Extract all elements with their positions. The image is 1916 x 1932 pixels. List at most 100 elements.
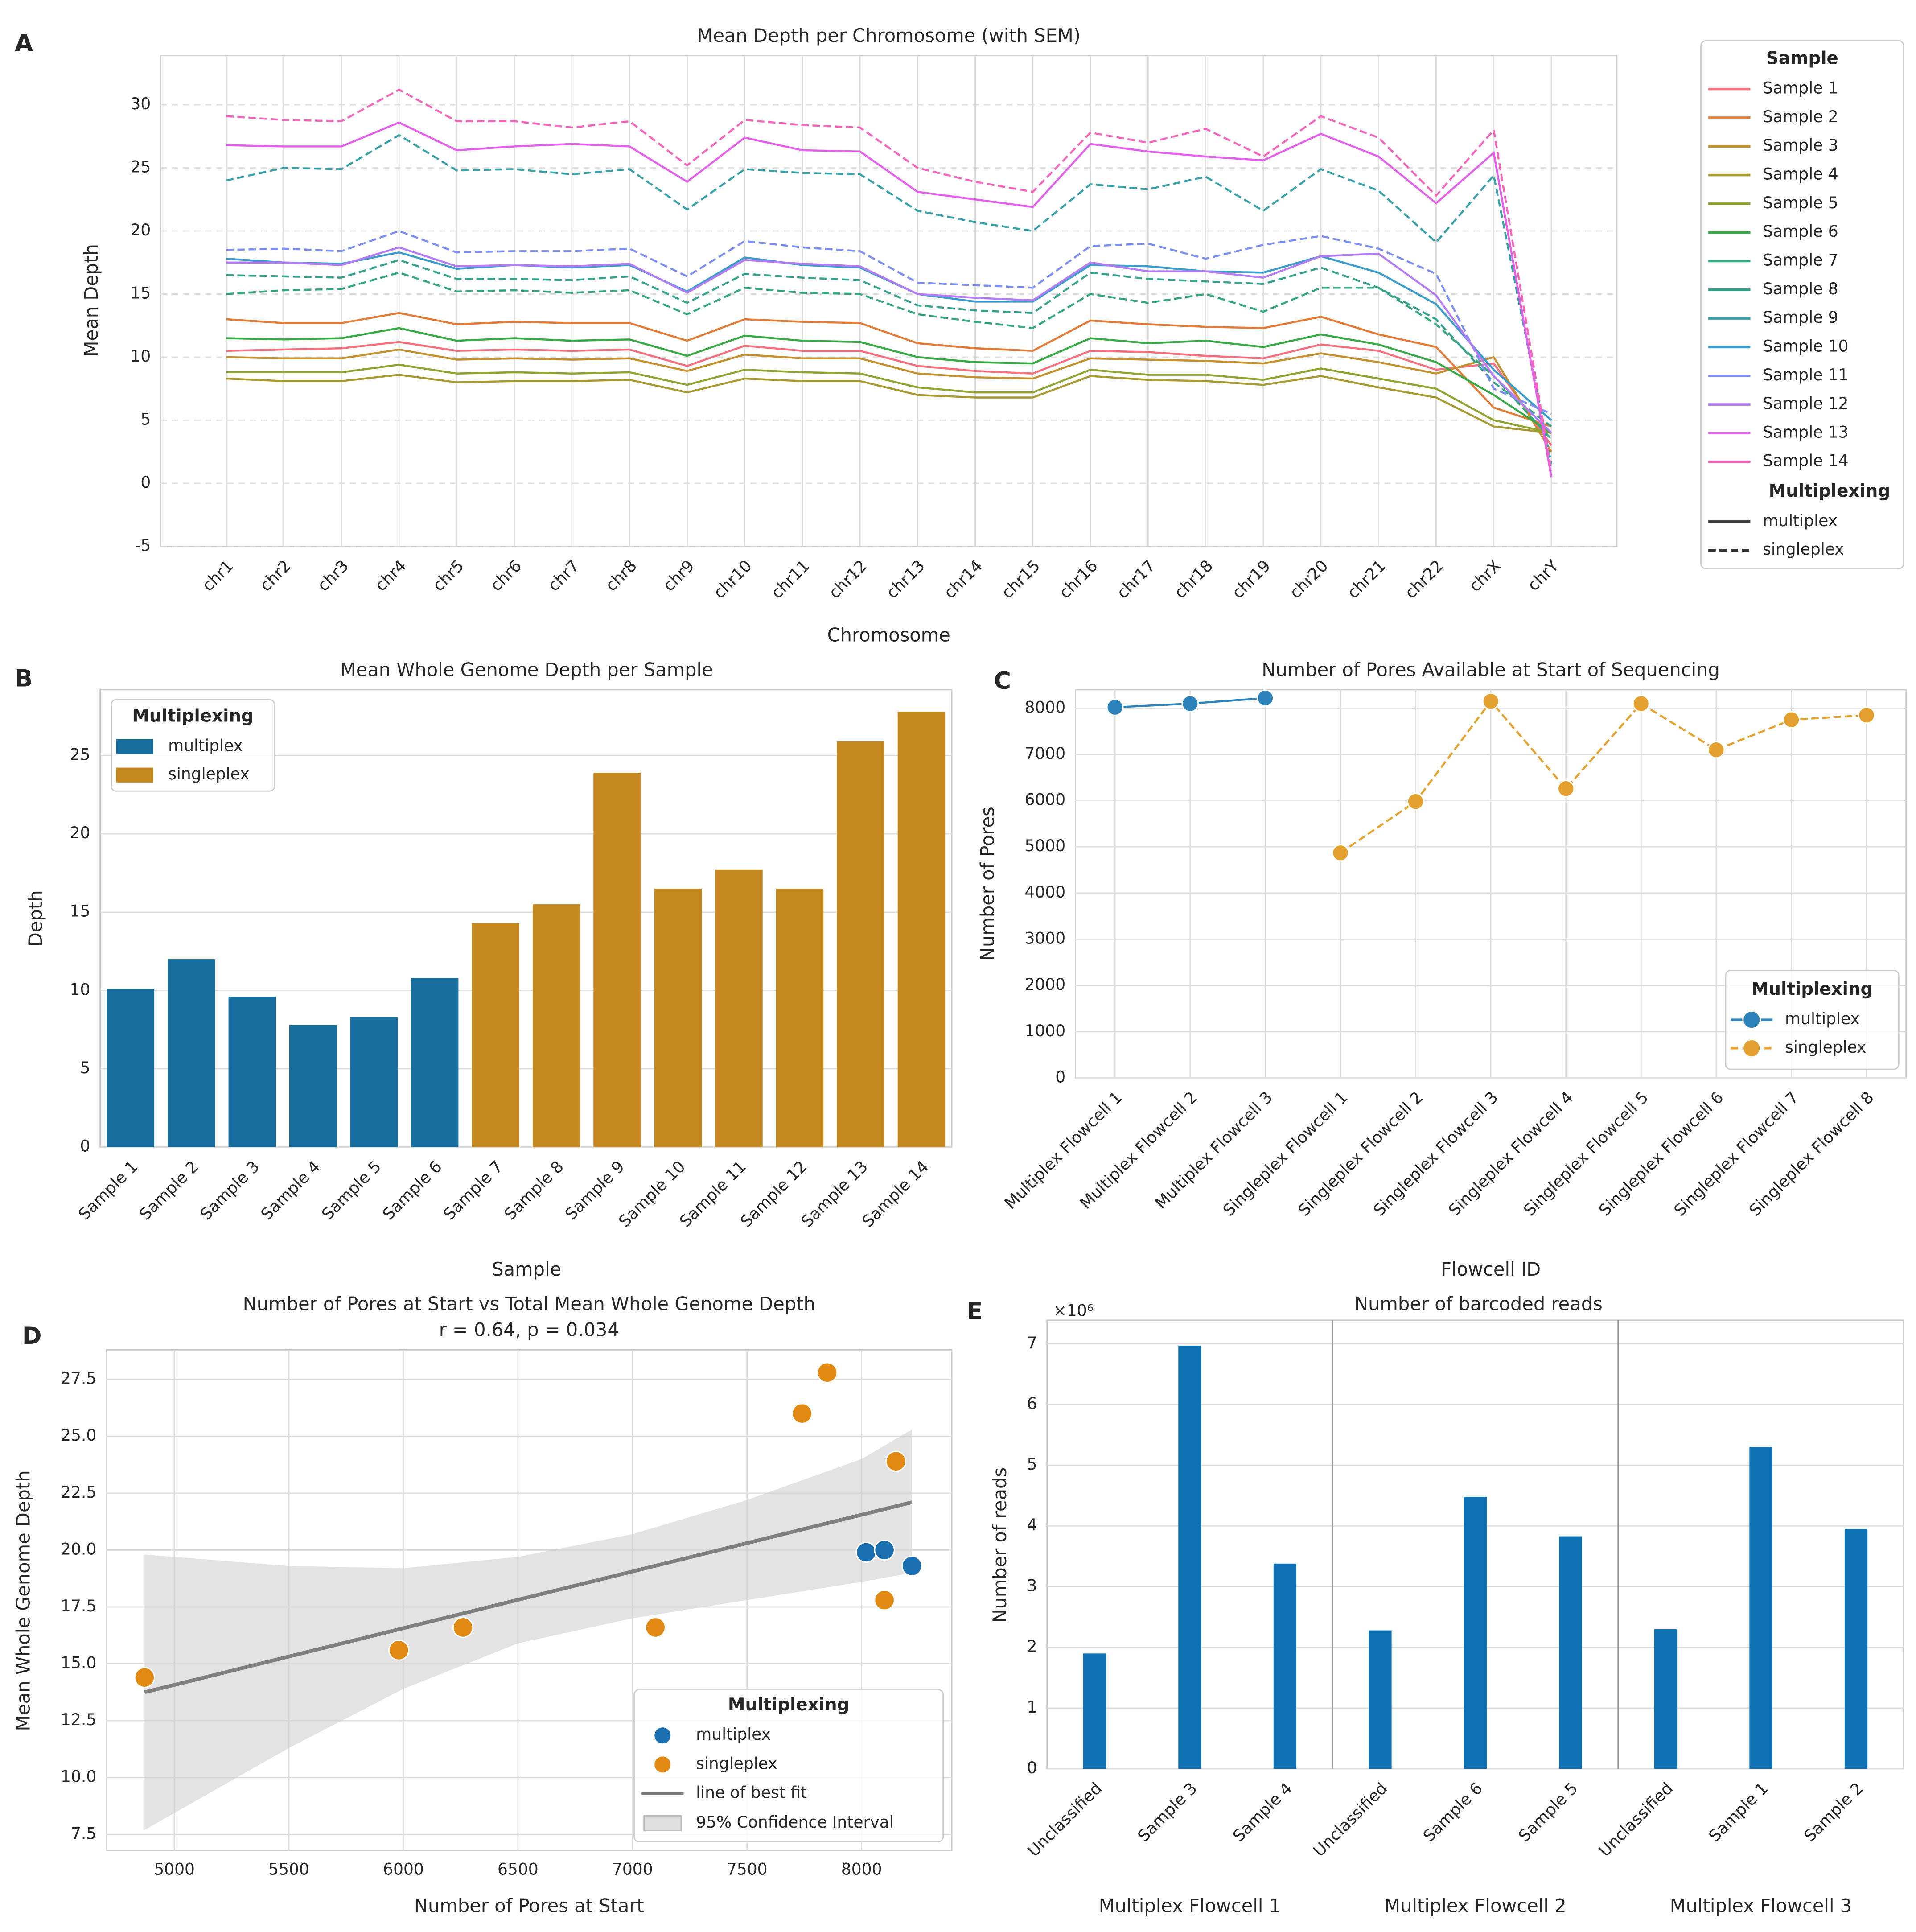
point <box>1632 695 1650 713</box>
y-axis-label: Number of reads <box>989 1467 1011 1623</box>
series-line <box>226 259 1552 428</box>
series-line <box>226 246 1552 434</box>
x-tick-label: chr13 <box>883 557 929 602</box>
bar <box>1844 1529 1868 1769</box>
y-tick-label: 10 <box>70 980 90 999</box>
x-tick-label: Sample 9 <box>562 1158 628 1224</box>
bar <box>1559 1536 1582 1769</box>
y-tick-label: 0 <box>140 474 151 492</box>
point <box>1707 741 1725 759</box>
bar <box>1464 1497 1487 1769</box>
legend-label: Sample 9 <box>1763 309 1838 327</box>
legend-label: Sample 6 <box>1763 222 1838 241</box>
legend-label: Sample 3 <box>1763 136 1838 155</box>
point <box>645 1617 666 1638</box>
x-tick-label: Sample 1 <box>1706 1779 1772 1845</box>
point <box>1332 844 1349 862</box>
bar <box>350 1017 398 1147</box>
legend-box <box>633 1689 944 1843</box>
series-line <box>226 374 1552 434</box>
bar <box>897 712 946 1147</box>
x-tick-label: 6000 <box>383 1860 424 1878</box>
x-tick-label: chr5 <box>429 557 468 595</box>
legend-marker <box>1742 1039 1761 1058</box>
x-tick-label: Singleplex Flowcell 7 <box>1671 1088 1802 1220</box>
x-tick-label: Singleplex Flowcell 2 <box>1295 1088 1427 1220</box>
x-axis-label: Number of Pores at Start <box>414 1895 644 1917</box>
legend-label: Sample 10 <box>1763 337 1848 355</box>
bar <box>715 869 763 1147</box>
y-axis-label: Mean Depth <box>80 244 102 357</box>
legend-label: Sample 2 <box>1763 108 1838 126</box>
y-tick-label: 0 <box>1027 1759 1037 1777</box>
y-tick-label: 6 <box>1027 1395 1037 1413</box>
y-tick-label: 0 <box>1055 1068 1065 1086</box>
x-tick-label: chr21 <box>1344 557 1390 602</box>
chart-subtitle: r = 0.64, p = 0.034 <box>439 1319 619 1341</box>
x-tick-label: chr22 <box>1402 557 1447 602</box>
x-tick-label: Sample 5 <box>1515 1779 1582 1845</box>
x-tick-label: Singleplex Flowcell 3 <box>1370 1088 1501 1220</box>
point <box>901 1555 923 1577</box>
bar <box>1273 1563 1297 1769</box>
bar <box>1369 1630 1392 1769</box>
x-tick-label: Sample 3 <box>1135 1779 1201 1845</box>
group-label: Multiplex Flowcell 1 <box>1099 1895 1281 1917</box>
series-line <box>226 272 1552 440</box>
point <box>1256 689 1274 707</box>
y-tick-label: 17.5 <box>61 1597 96 1615</box>
x-tick-label: Sample 4 <box>258 1158 324 1224</box>
legend-label: Sample 5 <box>1763 194 1838 212</box>
x-tick-label: chr12 <box>826 557 871 602</box>
x-tick-label: Sample 8 <box>501 1158 567 1224</box>
legend-label: 95% Confidence Interval <box>696 1813 894 1832</box>
y-tick-label: 3 <box>1027 1577 1037 1595</box>
y-axis-label: Mean Whole Genome Depth <box>12 1470 34 1731</box>
chart-title: Mean Depth per Chromosome (with SEM) <box>697 25 1081 46</box>
legend-label: singleplex <box>1763 540 1844 559</box>
bar <box>472 923 519 1147</box>
y-tick-label: 15 <box>70 902 90 921</box>
point <box>885 1450 907 1472</box>
series-line <box>226 134 1553 465</box>
legend-label: singleplex <box>1785 1038 1866 1057</box>
y-tick-label: 2000 <box>1025 976 1066 994</box>
y-tick-label: -5 <box>135 536 151 555</box>
legend-title: Multiplexing <box>1752 979 1873 999</box>
x-tick-label: chrY <box>1524 556 1562 595</box>
legend-swatch <box>116 739 153 754</box>
y-tick-label: 2 <box>1027 1638 1037 1656</box>
x-tick-label: chr19 <box>1229 557 1274 602</box>
panel-label: D <box>22 1322 42 1350</box>
y-tick-label: 10.0 <box>61 1768 96 1786</box>
series-line <box>226 230 1552 415</box>
axis-offset-label: ×10⁶ <box>1053 1302 1094 1320</box>
y-axis-label: Depth <box>25 890 46 947</box>
point <box>452 1617 474 1638</box>
y-tick-label: 22.5 <box>61 1483 96 1502</box>
y-tick-label: 12.5 <box>61 1711 96 1729</box>
x-tick-label: 6500 <box>498 1860 539 1878</box>
x-tick-label: 5000 <box>154 1860 195 1878</box>
legend-label: singleplex <box>168 765 249 783</box>
y-tick-label: 7000 <box>1025 745 1066 763</box>
legend-label: Sample 11 <box>1763 366 1848 384</box>
legend-marker <box>653 1755 672 1774</box>
x-tick-label: 7500 <box>727 1860 768 1878</box>
x-tick-label: Sample 6 <box>1420 1779 1486 1845</box>
x-tick-label: Singleplex Flowcell 6 <box>1595 1088 1727 1220</box>
legend-label: Sample 4 <box>1763 165 1838 184</box>
y-tick-label: 5 <box>80 1059 90 1077</box>
point <box>1181 695 1199 713</box>
x-tick-label: chr3 <box>314 557 353 595</box>
point <box>1407 793 1424 811</box>
x-tick-label: Sample 2 <box>1801 1779 1867 1845</box>
legend-label: multiplex <box>1785 1010 1860 1028</box>
legend-title: Multiplexing <box>728 1695 850 1715</box>
point <box>134 1667 155 1688</box>
bar <box>107 989 155 1147</box>
legend-title: Sample <box>1766 49 1838 69</box>
x-tick-label: Singleplex Flowcell 4 <box>1445 1088 1577 1220</box>
x-tick-label: chr7 <box>545 557 583 595</box>
